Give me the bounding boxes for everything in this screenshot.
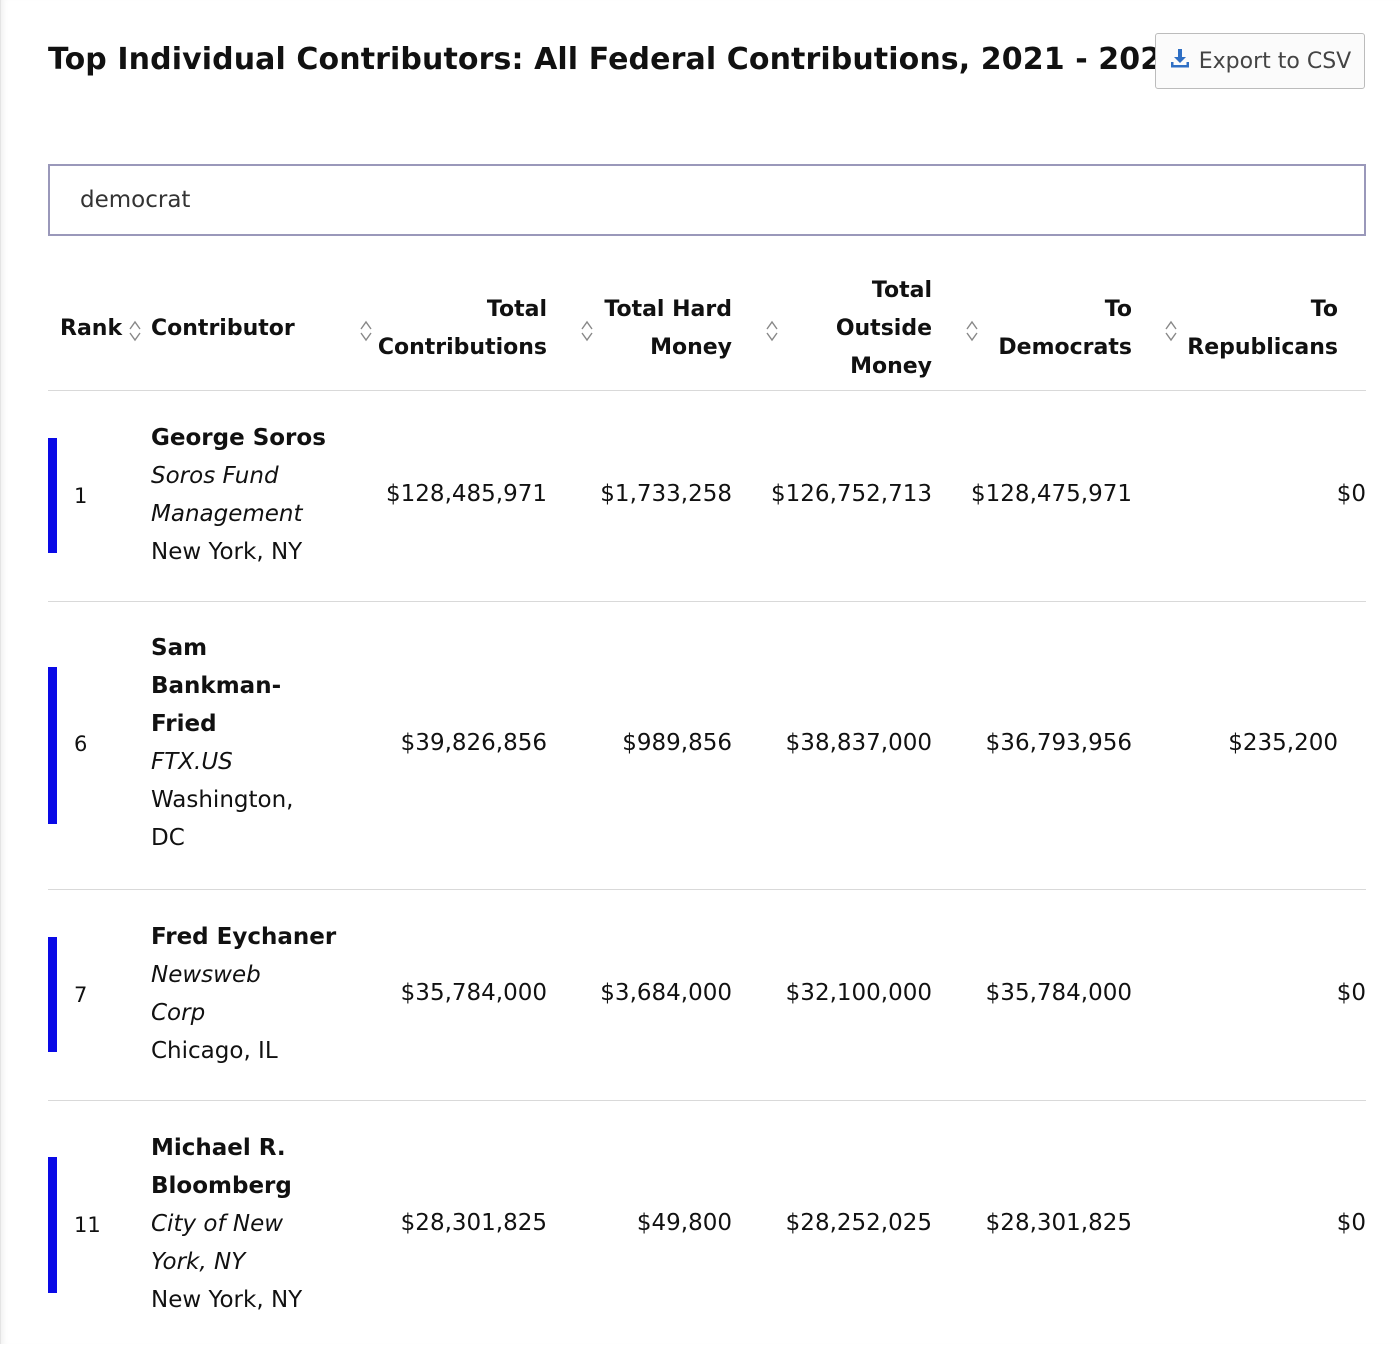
column-header-total-outside-money[interactable]: Total Outside Money <box>835 278 932 379</box>
contributor-cell: George Soros Soros Fund Management New Y… <box>151 419 351 571</box>
contributor-location: Chicago, IL <box>151 1038 278 1064</box>
to-democrats-cell: $128,475,971 <box>971 481 1132 507</box>
total-contributions-cell: $35,784,000 <box>400 980 547 1006</box>
total-outside-money-cell: $28,252,025 <box>785 1210 932 1236</box>
contributor-location: New York, NY <box>151 1287 303 1313</box>
total-hard-money-cell: $989,856 <box>622 730 732 756</box>
table-row[interactable]: 1 George Soros Soros Fund Management New… <box>48 391 1366 602</box>
to-democrats-cell: $36,793,956 <box>985 730 1132 756</box>
total-contributions-cell: $128,485,971 <box>386 481 547 507</box>
rank-indicator-bar <box>48 937 57 1052</box>
contributor-name[interactable]: Michael R. Bloomberg <box>151 1135 292 1199</box>
contributor-name[interactable]: Fred Eychaner <box>151 924 337 950</box>
contributor-cell: Sam Bankman-Fried FTX.US Washington, DC <box>151 629 321 857</box>
column-header-to-democrats[interactable]: To Democrats <box>998 297 1132 360</box>
column-header-to-republicans[interactable]: To Republicans <box>1187 297 1338 360</box>
total-hard-money-cell: $3,684,000 <box>600 980 732 1006</box>
total-outside-money-cell: $32,100,000 <box>785 980 932 1006</box>
total-hard-money-cell: $1,733,258 <box>600 481 732 507</box>
to-democrats-cell: $35,784,000 <box>985 980 1132 1006</box>
total-outside-money-cell: $126,752,713 <box>771 481 932 507</box>
contributor-name[interactable]: Sam Bankman-Fried <box>151 635 282 737</box>
contributor-org: Soros Fund Management <box>151 463 303 527</box>
contributor-org: FTX.US <box>151 749 233 775</box>
download-icon <box>1169 47 1191 75</box>
contributor-org: City of New York, NY <box>151 1211 284 1275</box>
rank-cell: 11 <box>74 1213 101 1237</box>
contributor-location: Washington, DC <box>151 787 294 851</box>
search-input[interactable] <box>48 164 1366 236</box>
table-row[interactable]: 11 Michael R. Bloomberg City of New York… <box>48 1101 1366 1351</box>
rank-cell: 1 <box>74 484 88 508</box>
page-title: Top Individual Contributors: All Federal… <box>48 42 1183 77</box>
contributors-table: Rank Contributor Total Contributions Tot… <box>48 270 1366 1351</box>
rank-indicator-bar <box>48 667 57 824</box>
sort-hard-money-icon[interactable] <box>766 320 778 342</box>
rank-indicator-bar <box>48 1157 57 1293</box>
to-republicans-cell: $0 <box>1336 1210 1366 1236</box>
rank-cell: 6 <box>74 732 88 756</box>
sort-contributor-icon[interactable] <box>360 320 372 342</box>
sort-to-democrats-icon[interactable] <box>1165 320 1177 342</box>
to-democrats-cell: $28,301,825 <box>985 1210 1132 1236</box>
total-outside-money-cell: $38,837,000 <box>785 730 932 756</box>
table-header: Rank Contributor Total Contributions Tot… <box>48 270 1366 391</box>
to-republicans-cell: $0 <box>1336 980 1366 1006</box>
total-contributions-cell: $28,301,825 <box>400 1210 547 1236</box>
sort-total-contributions-icon[interactable] <box>581 320 593 342</box>
contributor-cell: Michael R. Bloomberg City of New York, N… <box>151 1129 321 1319</box>
to-republicans-cell: $0 <box>1336 481 1366 507</box>
rank-indicator-bar <box>48 438 57 553</box>
total-hard-money-cell: $49,800 <box>636 1210 732 1236</box>
to-republicans-cell: $235,200 <box>1228 730 1338 756</box>
contributor-org: Newsweb Corp <box>151 962 261 1026</box>
table-row[interactable]: 6 Sam Bankman-Fried FTX.US Washington, D… <box>48 602 1366 890</box>
column-header-rank[interactable]: Rank <box>60 316 123 341</box>
table-row[interactable]: 7 Fred Eychaner Newsweb Corp Chicago, IL… <box>48 890 1366 1101</box>
contributor-location: New York, NY <box>151 539 303 565</box>
rank-cell: 7 <box>74 983 88 1007</box>
column-header-total-contributions[interactable]: Total Contributions <box>377 297 547 360</box>
column-header-total-hard-money[interactable]: Total Hard Money <box>604 297 732 360</box>
contributor-cell: Fred Eychaner Newsweb Corp Chicago, IL <box>151 918 336 1070</box>
total-contributions-cell: $39,826,856 <box>400 730 547 756</box>
sort-outside-money-icon[interactable] <box>966 320 978 342</box>
sort-rank-icon[interactable] <box>129 320 141 342</box>
column-header-contributor[interactable]: Contributor <box>151 316 295 341</box>
export-csv-label: Export to CSV <box>1198 48 1352 74</box>
export-csv-button[interactable]: Export to CSV <box>1155 33 1365 89</box>
contributor-name[interactable]: George Soros <box>151 425 326 451</box>
